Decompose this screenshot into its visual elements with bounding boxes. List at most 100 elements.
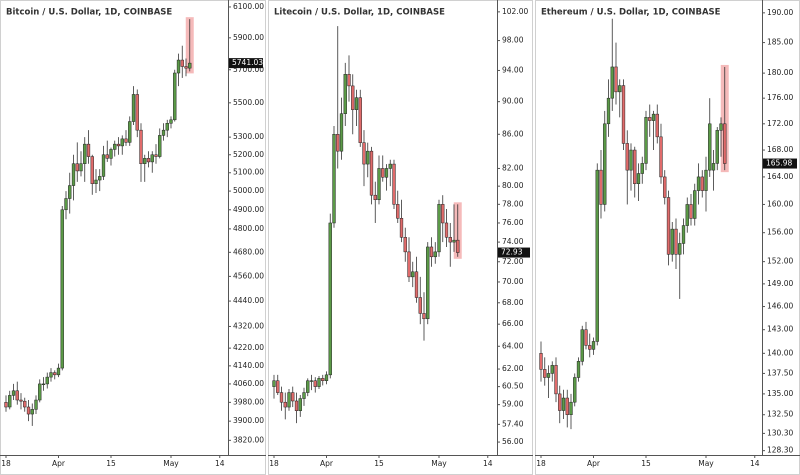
candle-body <box>381 168 385 178</box>
candle-body <box>693 190 697 219</box>
candle-body <box>56 367 61 376</box>
candle-body <box>135 94 139 131</box>
candle-body <box>685 204 689 226</box>
y-tick-label: 72.00 <box>502 257 524 266</box>
y-tick-label: 180.00 <box>767 68 793 77</box>
candle-body <box>154 154 158 157</box>
y-tick-label: 140.00 <box>767 348 793 357</box>
candle-body <box>131 94 136 122</box>
last-price-box <box>229 58 263 69</box>
candle-body <box>588 345 592 350</box>
last-price-box <box>498 247 530 258</box>
x-tick-label: Apr <box>52 459 66 468</box>
candle-body <box>715 130 719 164</box>
x-tick-label: May <box>431 459 447 468</box>
candle-body <box>8 395 12 408</box>
candle-body <box>53 372 57 376</box>
y-tick-label: 5500.00 <box>233 98 264 107</box>
y-tick-label: 62.00 <box>502 364 524 373</box>
y-tick-label: 68.00 <box>502 298 524 307</box>
candle-body <box>169 119 173 124</box>
candle-body <box>636 173 641 184</box>
y-tick-label: 74.00 <box>502 237 524 246</box>
candle-body <box>441 204 445 224</box>
x-tick-label: 14 <box>750 459 760 468</box>
candle-body <box>633 149 637 184</box>
candle-body <box>625 143 629 171</box>
y-tick-label: 5200.00 <box>233 150 264 159</box>
candle-body <box>648 117 652 121</box>
candle-body <box>279 392 284 403</box>
y-tick-label: 98.00 <box>502 36 524 45</box>
candle-body <box>418 297 422 314</box>
candle-body <box>328 222 332 376</box>
candle-body <box>324 374 329 381</box>
y-tick-label: 60.50 <box>502 382 524 391</box>
candle-body <box>550 365 554 374</box>
panel: 102.00 98.00 94.00 90.00 86.00 82.00 80.00 78.0… <box>268 0 533 475</box>
y-tick-label: 190.00 <box>767 8 793 17</box>
candle-body <box>105 154 109 159</box>
candle-body <box>681 225 686 244</box>
y-tick-label: 4560.00 <box>233 271 264 280</box>
candle-body <box>666 197 671 255</box>
x-tick-label: 18 <box>269 459 279 468</box>
y-tick-label: 130.30 <box>767 428 793 437</box>
candle-body <box>321 378 325 381</box>
candle-body <box>98 176 102 181</box>
candle-body <box>704 169 708 191</box>
candle-body <box>719 123 723 131</box>
y-tick-label: 5000.00 <box>233 186 264 195</box>
chart-title: Litecoin / U.S. Dollar, 1D, COINBASE <box>274 8 445 18</box>
candle-body <box>79 163 83 172</box>
candle-body <box>302 392 306 399</box>
candle-body <box>101 154 106 177</box>
candle-body <box>184 66 188 69</box>
candle-body <box>83 143 87 164</box>
candle-body <box>276 380 280 393</box>
chart-title: Ethereum / U.S. Dollar, 1D, COINBASE <box>541 8 721 18</box>
candle-body <box>15 390 19 401</box>
candle-body <box>603 123 607 205</box>
y-tick-label: 80.00 <box>502 181 524 190</box>
candle-body <box>124 138 128 143</box>
y-tick-label: 86.00 <box>502 129 524 138</box>
candle-body <box>173 72 177 121</box>
candle-body <box>392 163 396 205</box>
candle-body <box>696 176 701 191</box>
candle-body <box>565 397 569 415</box>
candle-body <box>362 142 366 165</box>
candle-body <box>309 380 314 382</box>
y-tick-label: 137.50 <box>767 368 793 377</box>
candle-body <box>336 134 340 152</box>
candle-body <box>543 369 547 378</box>
candle-body <box>94 179 98 184</box>
candle-body <box>45 376 49 385</box>
panel: 190.00 185.00 180.00 176.00 172.00 168.00 164.… <box>535 0 800 475</box>
candle-body <box>313 380 317 387</box>
candle-body <box>176 59 181 74</box>
y-tick-label: 3980.00 <box>233 397 264 406</box>
y-tick-label: 149.00 <box>767 279 793 288</box>
y-tick-label: 5900.00 <box>233 33 264 42</box>
candle-body <box>161 129 166 136</box>
last-price-label: 72.93 <box>501 248 523 257</box>
candle-body <box>539 353 543 370</box>
y-tick-label: 76.00 <box>502 218 524 227</box>
y-tick-label: 4440.00 <box>233 296 264 305</box>
candle-body <box>670 228 674 255</box>
panel: 6100.00 5900.00 5700.00 5500.00 5300.00 5200.… <box>0 0 266 475</box>
candle-body <box>403 237 407 253</box>
x-tick-label: 15 <box>106 459 116 468</box>
y-tick-label: 59.00 <box>502 400 524 409</box>
candle-body <box>68 185 72 199</box>
candle-body <box>128 121 132 143</box>
candle-body <box>339 113 344 152</box>
y-tick-label: 152.00 <box>767 257 793 266</box>
y-tick-label: 66.00 <box>502 319 524 328</box>
candle-body <box>606 97 611 125</box>
y-tick-label: 3820.00 <box>233 435 264 444</box>
y-tick-label: 185.00 <box>767 38 793 47</box>
